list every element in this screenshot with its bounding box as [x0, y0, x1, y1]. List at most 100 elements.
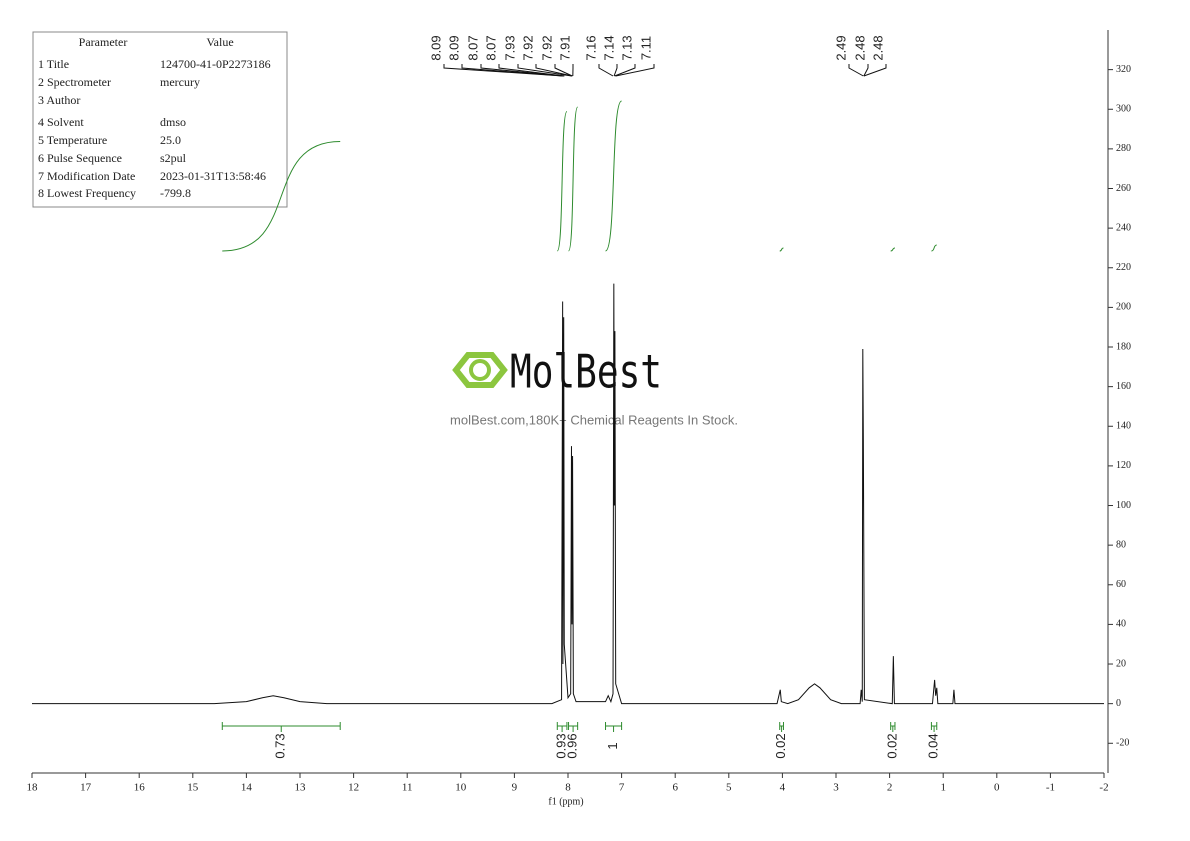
integral-label: 1 — [605, 742, 620, 749]
table-cell: 6 Pulse Sequence — [38, 151, 122, 165]
y-tick-label: 280 — [1116, 143, 1131, 154]
y-tick-label: 60 — [1116, 579, 1126, 590]
integral-label: 0.73 — [273, 733, 288, 758]
y-tick-label: 40 — [1116, 619, 1126, 630]
table-cell: 7 Modification Date — [38, 169, 135, 183]
integral-curve — [890, 247, 896, 252]
y-tick-label: 100 — [1116, 500, 1131, 511]
peak-connector — [535, 64, 573, 77]
x-tick-label: 11 — [402, 782, 413, 794]
table-cell: 3 Author — [38, 93, 80, 107]
y-tick-label: 20 — [1116, 658, 1126, 669]
x-tick-label: 13 — [295, 782, 307, 794]
brand: MolBest — [510, 345, 662, 399]
table-header: Parameter — [79, 35, 128, 49]
peak-label: 2.48 — [852, 35, 867, 60]
table-cell: 2 Spectrometer — [38, 75, 111, 89]
x-tick-label: 7 — [619, 782, 625, 794]
x-tick-label: 6 — [672, 782, 678, 794]
integral-label: 0.04 — [926, 733, 941, 758]
x-tick-label: -2 — [1099, 782, 1108, 794]
peak-label: 8.09 — [428, 35, 443, 60]
y-tick-label: 240 — [1116, 222, 1131, 233]
peak-label: 8.07 — [465, 35, 480, 60]
table-cell: s2pul — [160, 151, 187, 165]
table-cell: 5 Temperature — [38, 133, 107, 147]
x-tick-label: 2 — [887, 782, 893, 794]
y-tick-label: 140 — [1116, 421, 1131, 432]
table-cell: 4 Solvent — [38, 115, 84, 129]
y-tick-label: 180 — [1116, 341, 1131, 352]
y-tick-label: 220 — [1116, 262, 1131, 273]
x-tick-label: 0 — [994, 782, 1000, 794]
integral-curve — [605, 100, 623, 252]
peak-connector — [517, 64, 572, 77]
peak-connector — [480, 64, 565, 77]
peak-label: 2.48 — [870, 35, 885, 60]
peak-label: 7.16 — [583, 35, 598, 60]
peak-label: 7.11 — [638, 36, 653, 60]
x-tick-label: 8 — [565, 782, 571, 794]
spectrum — [32, 283, 1104, 705]
integral-label: 0.02 — [773, 733, 788, 758]
tagline: molBest.com,180K+ Chemical Reagents In S… — [450, 412, 738, 427]
x-tick-label: 14 — [241, 782, 253, 794]
table-cell: mercury — [160, 75, 200, 89]
table-cell: 25.0 — [160, 133, 181, 147]
peak-label: 7.91 — [557, 35, 572, 60]
x-tick-label: 3 — [833, 782, 839, 794]
x-tick-label: 18 — [27, 782, 39, 794]
integral-curve — [222, 141, 341, 252]
peak-connector — [615, 64, 655, 77]
peak-connector — [863, 64, 887, 77]
x-tick-label: 16 — [134, 782, 146, 794]
peak-label: 7.92 — [520, 35, 535, 60]
logo-icon — [452, 352, 508, 388]
y-tick-label: 160 — [1116, 381, 1131, 392]
peak-label: 7.13 — [619, 35, 634, 60]
y-tick-label: 300 — [1116, 104, 1131, 115]
peak-connector — [498, 64, 565, 77]
x-tick-label: 1 — [940, 782, 946, 794]
peak-connector — [461, 64, 564, 77]
x-axis-label: f1 (ppm) — [548, 796, 583, 807]
integral-curve — [556, 111, 568, 252]
table-cell: 8 Lowest Frequency — [38, 186, 136, 200]
table-cell: -799.8 — [160, 186, 191, 200]
peak-connector — [598, 64, 614, 77]
table-header: Value — [206, 35, 233, 49]
parameter-table: Parameter Value 1 Title 124700-41-0P2273186… — [32, 31, 288, 208]
integral-label: 0.02 — [884, 733, 899, 758]
y-tick-label: 260 — [1116, 183, 1131, 194]
integral-label: 0.96 — [565, 733, 580, 758]
integral-curve — [931, 244, 937, 252]
x-tick-label: 15 — [187, 782, 199, 794]
y-tick-label: 320 — [1116, 64, 1131, 75]
peak-connector — [613, 64, 618, 77]
peak-label: 7.14 — [601, 35, 616, 60]
table-cell: dmso — [160, 115, 186, 129]
peak-label: 7.93 — [502, 35, 517, 60]
y-tick-label: 0 — [1116, 698, 1121, 709]
integral-curve — [779, 247, 784, 252]
x-tick-label: 17 — [80, 782, 92, 794]
x-tick-label: 5 — [726, 782, 732, 794]
peak-label: 7.92 — [539, 35, 554, 60]
table-cell: 2023-01-31T13:58:46 — [160, 169, 266, 183]
x-tick-label: 4 — [780, 782, 786, 794]
x-tick-label: 12 — [348, 782, 359, 794]
y-tick-label: 80 — [1116, 539, 1126, 550]
peak-connector — [863, 64, 869, 77]
peak-connector — [614, 64, 636, 77]
y-tick-label: 120 — [1116, 460, 1131, 471]
y-tick-label: -20 — [1116, 738, 1129, 749]
integral-curve — [568, 106, 579, 252]
x-tick-label: -1 — [1046, 782, 1055, 794]
watermark: MolBest molBest.com,180K+ Chemical Reage… — [450, 345, 738, 428]
integral-label: 0.93 — [554, 733, 569, 758]
y-tick-label: 200 — [1116, 302, 1131, 313]
peak-label: 2.49 — [833, 35, 848, 60]
peak-connector — [848, 64, 864, 77]
x-tick-label: 10 — [455, 782, 467, 794]
table-cell: 1 Title — [38, 57, 69, 71]
